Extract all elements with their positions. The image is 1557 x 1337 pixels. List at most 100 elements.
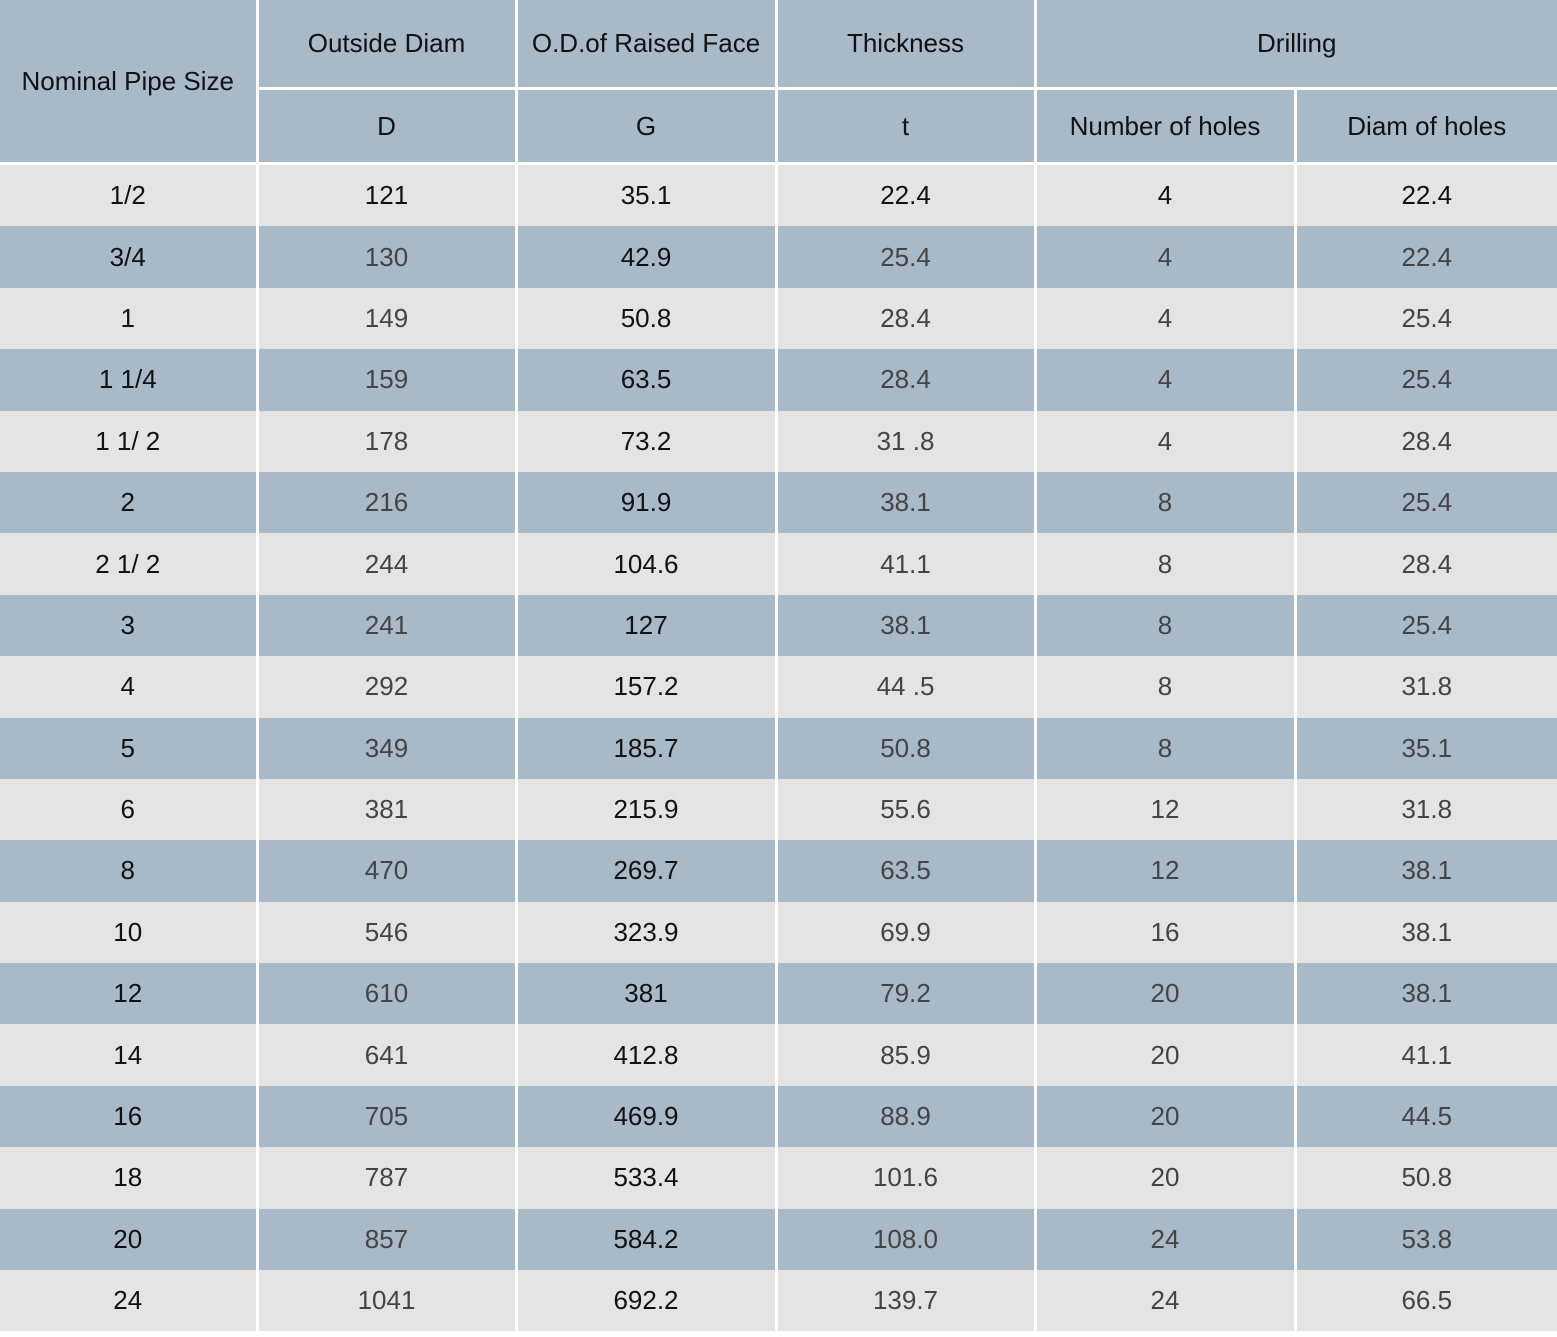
header-thickness: Thickness bbox=[774, 0, 1035, 90]
cell-number-of-holes: 4 bbox=[1033, 287, 1295, 350]
cell-thickness: 108.0 bbox=[774, 1208, 1035, 1271]
cell-od-raised-face: 104.6 bbox=[514, 533, 776, 595]
table-row: 1/2 121 35.1 22.4 4 22.4 bbox=[0, 163, 1557, 227]
cell-od-raised-face: 269.7 bbox=[514, 840, 776, 902]
cell-diam-of-holes: 22.4 bbox=[1293, 163, 1557, 227]
cell-diam-of-holes: 53.8 bbox=[1293, 1208, 1557, 1271]
cell-number-of-holes: 8 bbox=[1033, 594, 1295, 657]
cell-nominal-pipe-size: 3/4 bbox=[0, 226, 257, 288]
cell-outside-diam: 241 bbox=[255, 594, 516, 657]
cell-nominal-pipe-size: 1 1/4 bbox=[0, 349, 257, 411]
table-row: 2 216 91.9 38.1 8 25.4 bbox=[0, 471, 1557, 534]
cell-outside-diam: 641 bbox=[255, 1024, 516, 1086]
cell-outside-diam: 349 bbox=[255, 717, 516, 779]
cell-number-of-holes: 8 bbox=[1033, 656, 1295, 718]
cell-nominal-pipe-size: 2 bbox=[0, 471, 257, 534]
header-od-raised-face: O.D.of Raised Face bbox=[514, 0, 776, 90]
cell-diam-of-holes: 38.1 bbox=[1293, 901, 1557, 964]
cell-diam-of-holes: 22.4 bbox=[1293, 226, 1557, 288]
cell-outside-diam: 178 bbox=[255, 410, 516, 472]
table-row: 16 705 469.9 88.9 20 44.5 bbox=[0, 1085, 1557, 1148]
table-body: 1/2 121 35.1 22.4 4 22.4 3/4 130 42.9 25.4 4 22.4 1 1… bbox=[0, 163, 1557, 1332]
table-row: 1 1/ 2 178 73.2 31 .8 4 28.4 bbox=[0, 410, 1557, 472]
cell-outside-diam: 121 bbox=[255, 163, 516, 227]
cell-nominal-pipe-size: 2 1/ 2 bbox=[0, 533, 257, 595]
cell-diam-of-holes: 35.1 bbox=[1293, 717, 1557, 779]
cell-thickness: 63.5 bbox=[774, 840, 1035, 902]
table-row: 3/4 130 42.9 25.4 4 22.4 bbox=[0, 226, 1557, 288]
header-nominal-pipe-size: Nominal Pipe Size bbox=[0, 0, 257, 165]
cell-diam-of-holes: 66.5 bbox=[1293, 1270, 1557, 1332]
cell-number-of-holes: 20 bbox=[1033, 1085, 1295, 1148]
cell-number-of-holes: 4 bbox=[1033, 163, 1295, 227]
cell-number-of-holes: 20 bbox=[1033, 963, 1295, 1025]
cell-outside-diam: 292 bbox=[255, 656, 516, 718]
cell-outside-diam: 149 bbox=[255, 287, 516, 350]
cell-nominal-pipe-size: 3 bbox=[0, 594, 257, 657]
cell-nominal-pipe-size: 1 1/ 2 bbox=[0, 410, 257, 472]
cell-od-raised-face: 42.9 bbox=[514, 226, 776, 288]
cell-outside-diam: 857 bbox=[255, 1208, 516, 1271]
cell-outside-diam: 159 bbox=[255, 349, 516, 411]
cell-diam-of-holes: 28.4 bbox=[1293, 533, 1557, 595]
cell-od-raised-face: 35.1 bbox=[514, 163, 776, 227]
cell-od-raised-face: 469.9 bbox=[514, 1085, 776, 1148]
cell-diam-of-holes: 25.4 bbox=[1293, 594, 1557, 657]
cell-diam-of-holes: 31.8 bbox=[1293, 778, 1557, 841]
table-row: 6 381 215.9 55.6 12 31.8 bbox=[0, 778, 1557, 841]
cell-thickness: 41.1 bbox=[774, 533, 1035, 595]
table-row: 8 470 269.7 63.5 12 38.1 bbox=[0, 840, 1557, 902]
table-row: 3 241 127 38.1 8 25.4 bbox=[0, 594, 1557, 657]
cell-thickness: 50.8 bbox=[774, 717, 1035, 779]
header-number-of-holes: Number of holes bbox=[1033, 88, 1295, 165]
table-row: 14 641 412.8 85.9 20 41.1 bbox=[0, 1024, 1557, 1086]
header-outside-diam: Outside Diam bbox=[255, 0, 516, 90]
cell-od-raised-face: 73.2 bbox=[514, 410, 776, 472]
cell-number-of-holes: 8 bbox=[1033, 717, 1295, 779]
cell-diam-of-holes: 25.4 bbox=[1293, 287, 1557, 350]
cell-od-raised-face: 533.4 bbox=[514, 1147, 776, 1209]
cell-nominal-pipe-size: 14 bbox=[0, 1024, 257, 1086]
cell-thickness: 85.9 bbox=[774, 1024, 1035, 1086]
cell-diam-of-holes: 41.1 bbox=[1293, 1024, 1557, 1086]
cell-od-raised-face: 157.2 bbox=[514, 656, 776, 718]
cell-thickness: 44 .5 bbox=[774, 656, 1035, 718]
cell-outside-diam: 130 bbox=[255, 226, 516, 288]
table-row: 20 857 584.2 108.0 24 53.8 bbox=[0, 1208, 1557, 1271]
cell-od-raised-face: 323.9 bbox=[514, 901, 776, 964]
cell-outside-diam: 546 bbox=[255, 901, 516, 964]
cell-diam-of-holes: 44.5 bbox=[1293, 1085, 1557, 1148]
table-header: Nominal Pipe Size Outside Diam O.D.of Ra… bbox=[0, 0, 1557, 165]
cell-thickness: 38.1 bbox=[774, 471, 1035, 534]
cell-nominal-pipe-size: 20 bbox=[0, 1208, 257, 1271]
header-row-2: D G t Number of holes Diam of holes bbox=[0, 88, 1557, 165]
cell-number-of-holes: 4 bbox=[1033, 410, 1295, 472]
cell-thickness: 55.6 bbox=[774, 778, 1035, 841]
cell-od-raised-face: 381 bbox=[514, 963, 776, 1025]
cell-number-of-holes: 12 bbox=[1033, 778, 1295, 841]
cell-thickness: 31 .8 bbox=[774, 410, 1035, 472]
cell-outside-diam: 1041 bbox=[255, 1270, 516, 1332]
cell-od-raised-face: 50.8 bbox=[514, 287, 776, 350]
header-row-1: Nominal Pipe Size Outside Diam O.D.of Ra… bbox=[0, 0, 1557, 165]
cell-nominal-pipe-size: 4 bbox=[0, 656, 257, 718]
cell-thickness: 28.4 bbox=[774, 349, 1035, 411]
cell-outside-diam: 705 bbox=[255, 1085, 516, 1148]
cell-number-of-holes: 20 bbox=[1033, 1147, 1295, 1209]
cell-outside-diam: 610 bbox=[255, 963, 516, 1025]
cell-thickness: 69.9 bbox=[774, 901, 1035, 964]
cell-number-of-holes: 24 bbox=[1033, 1270, 1295, 1332]
cell-number-of-holes: 24 bbox=[1033, 1208, 1295, 1271]
table-row: 12 610 381 79.2 20 38.1 bbox=[0, 963, 1557, 1025]
cell-thickness: 101.6 bbox=[774, 1147, 1035, 1209]
cell-number-of-holes: 8 bbox=[1033, 471, 1295, 534]
cell-nominal-pipe-size: 8 bbox=[0, 840, 257, 902]
cell-od-raised-face: 63.5 bbox=[514, 349, 776, 411]
cell-diam-of-holes: 28.4 bbox=[1293, 410, 1557, 472]
cell-thickness: 139.7 bbox=[774, 1270, 1035, 1332]
table-row: 5 349 185.7 50.8 8 35.1 bbox=[0, 717, 1557, 779]
cell-od-raised-face: 584.2 bbox=[514, 1208, 776, 1271]
cell-od-raised-face: 412.8 bbox=[514, 1024, 776, 1086]
cell-diam-of-holes: 25.4 bbox=[1293, 471, 1557, 534]
